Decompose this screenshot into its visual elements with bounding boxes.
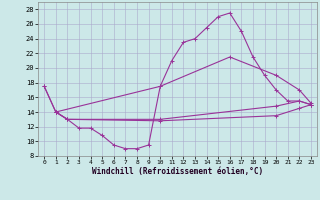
X-axis label: Windchill (Refroidissement éolien,°C): Windchill (Refroidissement éolien,°C) <box>92 167 263 176</box>
